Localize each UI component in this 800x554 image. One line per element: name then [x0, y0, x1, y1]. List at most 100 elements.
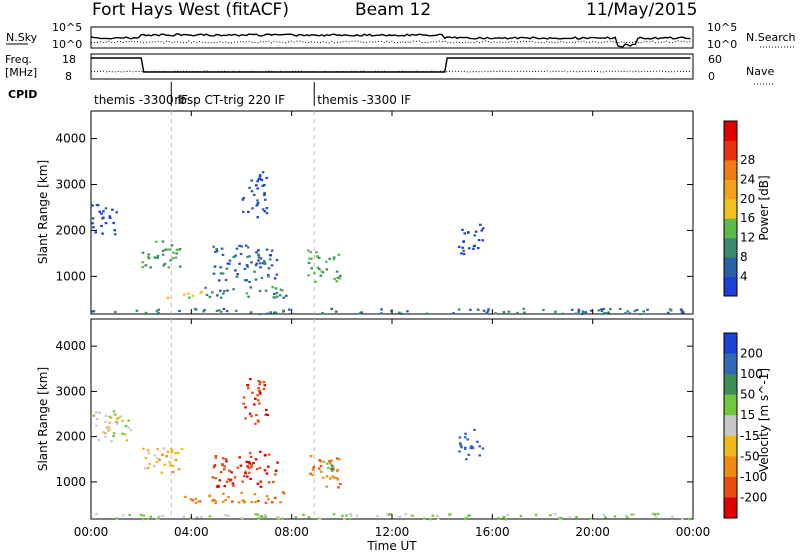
colorbar-tick-label: 8: [740, 250, 748, 264]
data-cell: [262, 387, 266, 391]
data-cell: [202, 310, 205, 313]
nave-trace: [90, 70, 691, 73]
data-cell: [188, 296, 191, 299]
data-cell: [618, 307, 622, 310]
data-cell: [270, 264, 274, 267]
freq-top-tick: 18: [62, 53, 76, 66]
data-cell: [166, 248, 170, 251]
data-cell: [104, 420, 107, 423]
data-cell: [263, 262, 267, 265]
data-cell: [477, 308, 480, 311]
data-cell: [227, 262, 231, 265]
data-cell: [254, 513, 258, 516]
x-tick-label: 16:00: [475, 525, 510, 539]
data-cell: [155, 240, 158, 243]
data-cell: [168, 461, 171, 464]
data-cell: [152, 464, 156, 468]
colorbar-segment: [724, 159, 737, 180]
y-tick-label: 4000: [55, 132, 86, 146]
data-cell: [252, 462, 255, 465]
data-cell: [325, 485, 329, 488]
data-cell: [318, 459, 321, 462]
data-cell: [312, 465, 316, 469]
data-cell: [436, 517, 440, 520]
data-cell: [243, 501, 246, 504]
data-cell: [273, 292, 276, 296]
colorbar-segment: [724, 456, 737, 478]
data-cell: [257, 177, 261, 180]
data-cell: [250, 415, 253, 418]
data-cell: [92, 226, 95, 229]
power-panel-frame: [90, 110, 694, 315]
velocity-panel-frame: [90, 318, 694, 520]
data-cell: [256, 187, 259, 190]
data-cell: [267, 267, 271, 270]
data-cell: [208, 515, 212, 518]
data-cell: [279, 288, 283, 291]
data-cell: [462, 252, 466, 256]
data-cell: [195, 515, 198, 519]
data-cell: [171, 470, 175, 473]
data-cell: [177, 468, 181, 471]
colorbar-segment: [724, 394, 737, 416]
x-tick-label: 00:00: [74, 525, 109, 539]
data-cell: [104, 207, 108, 210]
data-cell: [199, 291, 202, 295]
data-cell: [212, 466, 216, 469]
data-cell: [261, 171, 265, 174]
data-cell: [337, 486, 340, 489]
data-cell: [542, 308, 545, 312]
data-cell: [155, 309, 159, 313]
data-cell: [256, 216, 259, 219]
data-cell: [212, 272, 216, 275]
data-cell: [119, 415, 123, 418]
data-cell: [461, 228, 464, 231]
data-cell: [221, 253, 225, 256]
data-cell: [242, 402, 245, 405]
data-cell: [263, 198, 267, 201]
data-cell: [549, 514, 552, 517]
data-cell: [584, 312, 588, 315]
data-cell: [252, 193, 256, 196]
data-cell: [257, 387, 260, 390]
data-cell: [254, 264, 258, 267]
data-cell: [504, 518, 508, 521]
data-cell: [265, 212, 269, 215]
data-cell: [212, 498, 216, 502]
time-axis-ticks: 00:00 04:00 08:00 12:00 16:00 20:00 00:00: [74, 111, 710, 539]
colorbar-segment: [724, 218, 737, 239]
data-cell: [211, 291, 214, 294]
data-cell: [460, 446, 463, 449]
data-cell: [604, 516, 607, 519]
data-cell: [242, 210, 245, 213]
data-cell: [275, 295, 279, 298]
data-cell: [464, 432, 467, 435]
data-cell: [272, 296, 276, 299]
data-cell: [95, 203, 99, 207]
data-cell: [269, 254, 272, 257]
data-cell: [167, 266, 171, 269]
data-cell: [250, 465, 253, 468]
data-cell: [234, 269, 237, 272]
data-cell: [236, 466, 240, 469]
data-cell: [144, 457, 148, 460]
data-cell: [256, 199, 259, 202]
colorbar-segment: [724, 198, 737, 219]
data-cell: [161, 514, 165, 517]
y-tick-label: 1000: [55, 269, 86, 283]
data-cell: [360, 311, 363, 314]
data-cell: [577, 310, 581, 313]
freq-panel-frame: [90, 53, 694, 80]
data-cell: [256, 180, 259, 183]
data-cell: [467, 514, 470, 517]
data-cell: [330, 459, 333, 462]
data-cell: [516, 311, 519, 314]
nsearch-top-tick: 10^5: [707, 21, 737, 34]
colorbar-tick-label: 28: [740, 153, 755, 167]
data-cell: [255, 262, 259, 265]
cpid-label: CPID: [8, 88, 37, 101]
data-cell: [314, 280, 317, 283]
data-cell: [231, 500, 234, 503]
colorbar-segment: [724, 121, 737, 141]
data-cell: [222, 307, 226, 311]
